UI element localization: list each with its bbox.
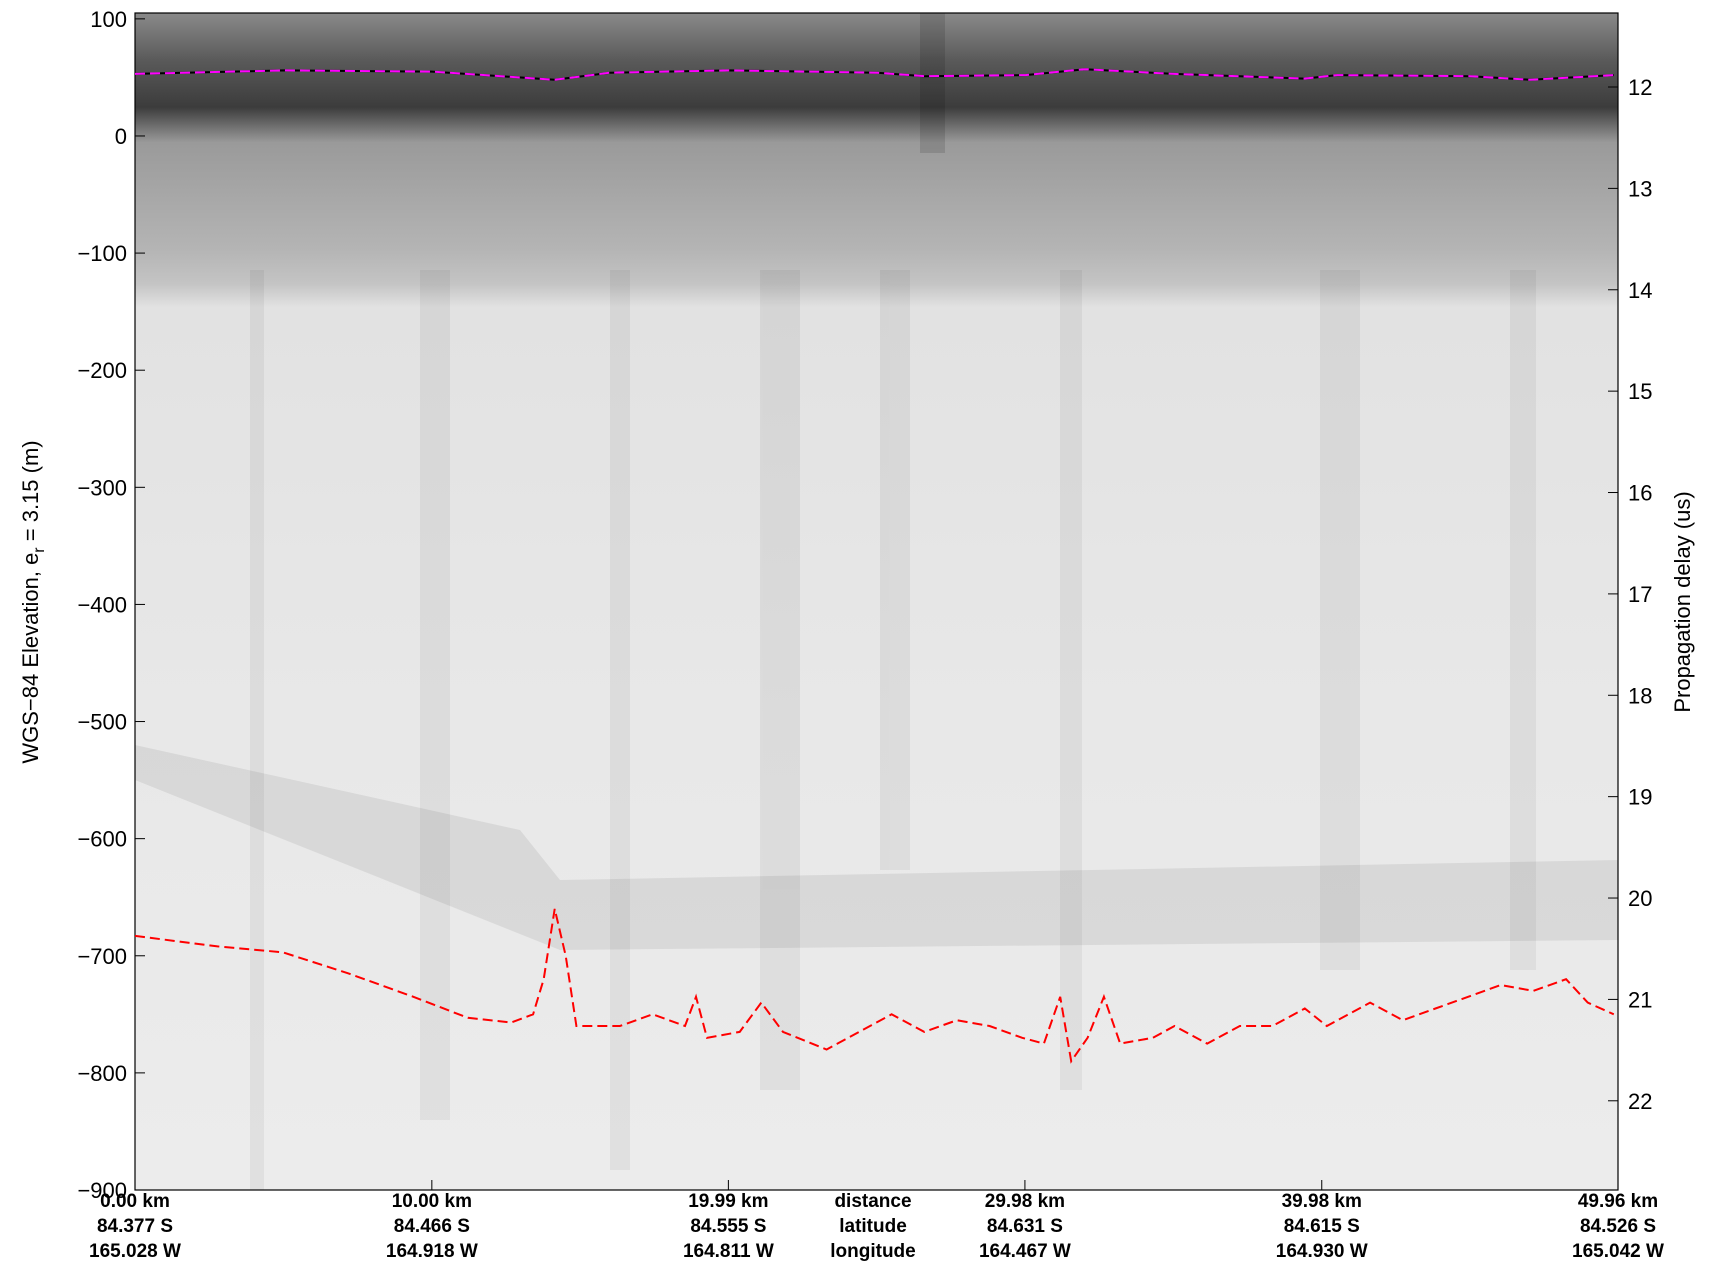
y-tick-label: 0: [115, 124, 127, 149]
x-tick-label: 0.00 km: [100, 1191, 170, 1212]
x-row-label: distance: [834, 1191, 911, 1212]
y-label-subscript: r: [31, 547, 48, 553]
y2-tick-label: 19: [1628, 785, 1652, 810]
x-tick-longitude: 164.930 W: [1276, 1241, 1368, 1262]
x-tick-label: 39.98 km: [1282, 1191, 1362, 1212]
y-axis-label: WGS−84 Elevation, er = 3.15 (m): [18, 440, 48, 763]
y-tick-label: −800: [77, 1061, 127, 1086]
x-tick-longitude: 164.467 W: [979, 1241, 1071, 1262]
x-tick-latitude: 84.466 S: [394, 1216, 470, 1237]
y-tick-label: −900: [77, 1178, 127, 1203]
x-tick-longitude: 164.918 W: [386, 1241, 478, 1262]
y-label-main: WGS−84 Elevation, e: [18, 553, 43, 764]
y-label-rest: = 3.15 (m): [18, 440, 43, 547]
y-tick-label: −200: [77, 358, 127, 383]
y2-tick-label: 14: [1628, 278, 1652, 303]
x-row-label: longitude: [830, 1241, 915, 1262]
y2-axis-label: Propagation delay (us): [1670, 491, 1695, 712]
x-tick-longitude: 164.811 W: [683, 1241, 774, 1262]
y-tick-label: 100: [90, 7, 127, 32]
y-tick-label: −500: [77, 710, 127, 735]
y2-tick-label: 17: [1628, 582, 1652, 607]
y2-tick-label: 12: [1628, 75, 1652, 100]
y2-tick-label: 13: [1628, 176, 1652, 201]
plot-frame: [134, 12, 1619, 1191]
y2-tick-label: 20: [1628, 886, 1652, 911]
x-tick-latitude: 84.377 S: [97, 1216, 173, 1237]
y2-tick-label: 16: [1628, 481, 1652, 506]
surface-line: [134, 68, 1614, 81]
x-tick-label: 10.00 km: [392, 1191, 472, 1212]
y-tick-label: −100: [77, 241, 127, 266]
y2-tick-label: 22: [1628, 1089, 1652, 1114]
y2-tick-label: 15: [1628, 379, 1652, 404]
x-tick-latitude: 84.555 S: [690, 1216, 766, 1237]
y-tick-label: −300: [77, 475, 127, 500]
x-tick-label: 19.99 km: [688, 1191, 768, 1212]
y2-tick-label: 18: [1628, 683, 1652, 708]
x-tick-latitude: 84.631 S: [987, 1216, 1063, 1237]
x-tick-longitude: 165.028 W: [89, 1241, 181, 1262]
y-tick-label: −600: [77, 827, 127, 852]
x-tick-label: 29.98 km: [985, 1191, 1065, 1212]
y2-tick-label: 21: [1628, 987, 1652, 1012]
y-tick-label: −700: [77, 944, 127, 969]
x-row-label: latitude: [839, 1216, 907, 1237]
radargram: [135, 13, 1618, 1190]
x-tick-latitude: 84.615 S: [1284, 1216, 1360, 1237]
x-tick-label: 49.96 km: [1578, 1191, 1658, 1212]
x-tick-latitude: 84.526 S: [1580, 1216, 1656, 1237]
y-tick-label: −400: [77, 592, 127, 617]
x-tick-longitude: 165.042 W: [1572, 1241, 1664, 1262]
